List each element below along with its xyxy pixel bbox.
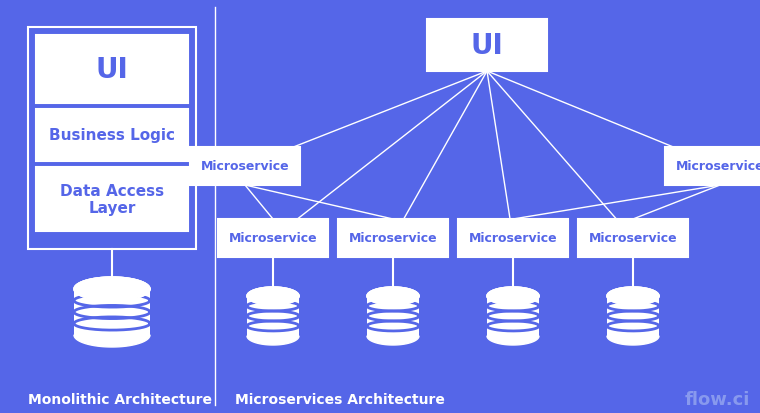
Polygon shape	[607, 336, 659, 345]
Polygon shape	[247, 296, 299, 336]
Text: Microservice: Microservice	[589, 232, 677, 245]
Text: Microservice: Microservice	[201, 160, 290, 173]
FancyBboxPatch shape	[190, 147, 300, 185]
Polygon shape	[74, 335, 150, 347]
Polygon shape	[367, 287, 419, 305]
Polygon shape	[487, 287, 539, 305]
FancyBboxPatch shape	[36, 36, 188, 104]
FancyBboxPatch shape	[665, 147, 760, 185]
Text: UI: UI	[96, 56, 128, 84]
FancyBboxPatch shape	[36, 110, 188, 161]
Text: Microservice: Microservice	[469, 232, 557, 245]
Text: flow.ci: flow.ci	[685, 390, 750, 408]
Polygon shape	[487, 296, 539, 336]
Polygon shape	[74, 277, 150, 301]
Polygon shape	[607, 287, 659, 305]
FancyBboxPatch shape	[427, 20, 547, 72]
Text: Microservice: Microservice	[676, 160, 760, 173]
Polygon shape	[367, 287, 419, 305]
Polygon shape	[247, 287, 299, 305]
Polygon shape	[607, 287, 659, 305]
Polygon shape	[367, 336, 419, 345]
FancyBboxPatch shape	[458, 219, 568, 257]
FancyBboxPatch shape	[36, 168, 188, 231]
FancyBboxPatch shape	[218, 219, 328, 257]
Polygon shape	[487, 287, 539, 305]
Polygon shape	[74, 277, 150, 301]
Polygon shape	[487, 336, 539, 345]
Text: Monolithic Architecture: Monolithic Architecture	[28, 392, 212, 406]
Text: Microservice: Microservice	[229, 232, 318, 245]
Polygon shape	[247, 287, 299, 305]
Polygon shape	[247, 336, 299, 345]
Text: UI: UI	[470, 32, 503, 60]
Text: Data Access
Layer: Data Access Layer	[60, 183, 164, 216]
Polygon shape	[367, 296, 419, 336]
FancyBboxPatch shape	[578, 219, 688, 257]
Polygon shape	[74, 289, 150, 335]
Text: Microservice: Microservice	[349, 232, 437, 245]
FancyBboxPatch shape	[338, 219, 448, 257]
Text: Microservices Architecture: Microservices Architecture	[235, 392, 445, 406]
Text: Business Logic: Business Logic	[49, 128, 175, 143]
Polygon shape	[607, 296, 659, 336]
